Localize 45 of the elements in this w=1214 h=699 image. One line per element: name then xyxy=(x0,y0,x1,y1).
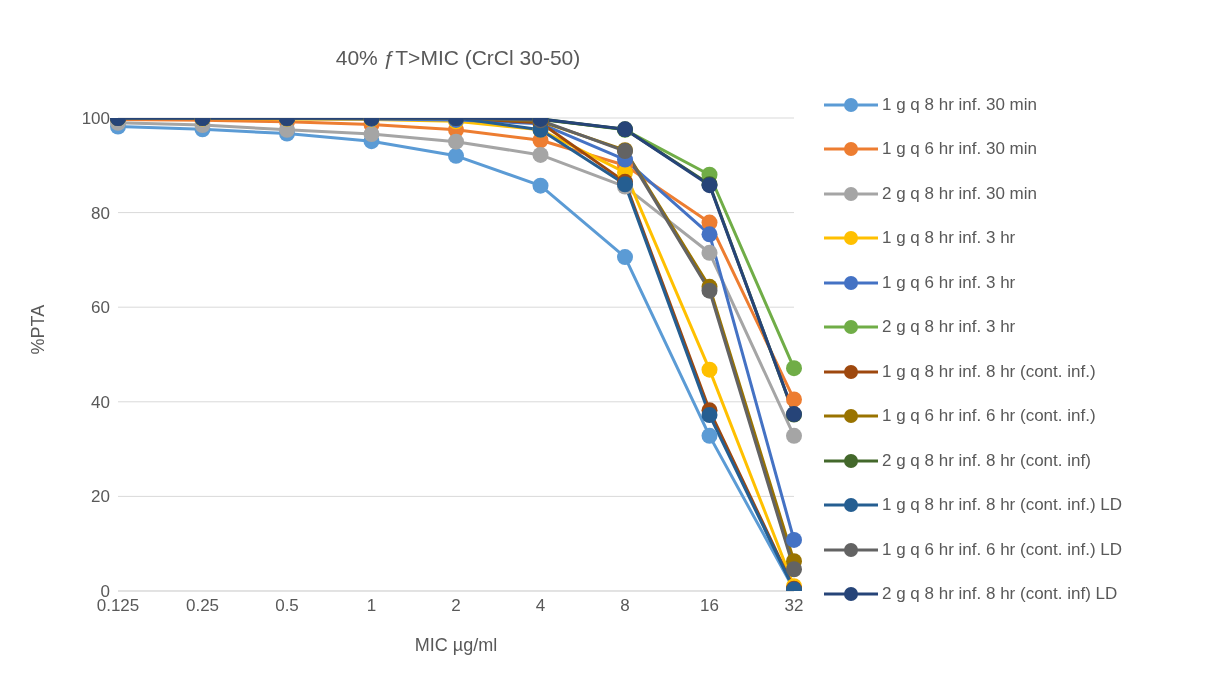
y-tick-label: 100 xyxy=(81,109,110,129)
x-tick-label: 8 xyxy=(620,596,630,616)
x-axis-title: MIC µg/ml xyxy=(414,635,498,655)
point xyxy=(701,407,718,424)
legend-label: 1 g q 6 hr inf. 3 hr xyxy=(882,272,1016,293)
point xyxy=(617,249,633,266)
legend-label: 1 g q 8 hr inf. 3 hr xyxy=(882,228,1016,249)
point xyxy=(701,244,718,261)
point xyxy=(786,561,802,578)
y-tick-label: 80 xyxy=(91,203,110,223)
legend-label: 1 g q 8 hr inf. 8 hr (cont. inf.) xyxy=(882,361,1096,382)
point xyxy=(701,361,718,378)
point xyxy=(701,226,718,243)
x-tick-label: 16 xyxy=(700,596,719,616)
point xyxy=(363,126,380,143)
point xyxy=(786,427,802,444)
point xyxy=(701,282,718,299)
legend-label: 2 g q 8 hr inf. 3 hr xyxy=(882,317,1016,338)
legend-label: 1 g q 6 hr inf. 6 hr (cont. inf.) xyxy=(882,406,1096,427)
point xyxy=(448,147,464,164)
chart-title: 40% ƒT>MIC (CrCl 30-50) xyxy=(334,46,582,70)
point xyxy=(786,531,802,548)
legend-label: 2 g q 8 hr inf. 8 hr (cont. inf) xyxy=(882,450,1091,471)
x-tick-label: 0.5 xyxy=(275,596,299,616)
y-tick-label: 40 xyxy=(91,392,110,412)
point xyxy=(532,177,549,194)
point xyxy=(701,427,718,444)
x-tick-label: 32 xyxy=(784,596,804,616)
x-tick-label: 2 xyxy=(451,596,461,616)
legend-label: 1 g q 6 hr inf. 30 min xyxy=(882,139,1037,160)
x-tick-label: 1 xyxy=(366,596,377,616)
y-tick-label: 20 xyxy=(91,487,110,507)
legend-label: 1 g q 6 hr inf. 6 hr (cont. inf.) LD xyxy=(882,539,1123,560)
legend-label: 2 g q 8 hr inf. 30 min xyxy=(882,183,1037,204)
legend-label: 1 g q 8 hr inf. 8 hr (cont. inf.) LD xyxy=(882,495,1123,516)
point xyxy=(532,146,549,163)
point xyxy=(448,133,464,150)
x-tick-label: 0.25 xyxy=(185,596,220,616)
legend-label: 1 g q 8 hr inf. 30 min xyxy=(882,94,1037,115)
point xyxy=(786,391,802,408)
point xyxy=(786,360,802,377)
y-axis-title: %PTA xyxy=(28,304,49,355)
x-tick-label: 4 xyxy=(535,596,546,616)
legend-label: 2 g q 8 hr inf. 8 hr (cont. inf) LD xyxy=(882,584,1118,605)
y-tick-label: 60 xyxy=(91,298,110,318)
